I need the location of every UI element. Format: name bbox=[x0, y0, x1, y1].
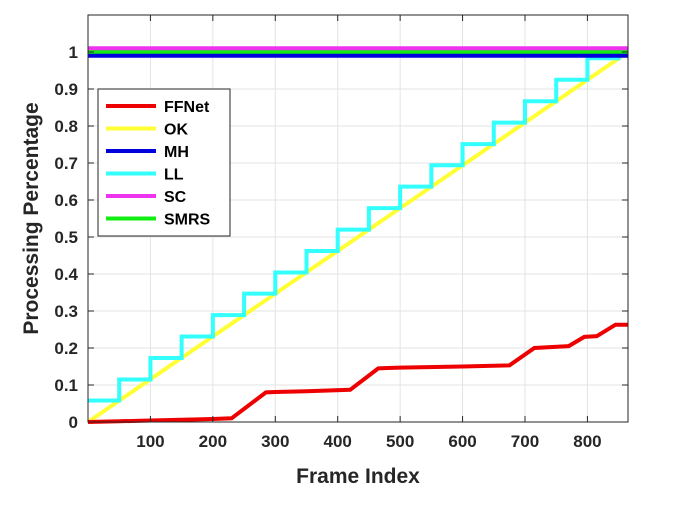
x-tick-label-5: 600 bbox=[448, 432, 476, 451]
series-layer bbox=[86, 46, 630, 424]
y-tick-label-4: 0.4 bbox=[54, 265, 78, 284]
legend-label-ll: LL bbox=[164, 167, 184, 184]
legend-label-smrs: SMRS bbox=[164, 212, 211, 229]
x-tick-label-3: 400 bbox=[324, 432, 352, 451]
series-line-ll bbox=[88, 50, 628, 403]
x-tick-label-4: 500 bbox=[386, 432, 414, 451]
x-axis-label: Frame Index bbox=[296, 465, 420, 488]
x-tick-label-7: 800 bbox=[573, 432, 601, 451]
x-tick-label-2: 300 bbox=[261, 432, 289, 451]
y-tick-label-7: 0.7 bbox=[54, 154, 78, 173]
series-line-ffnet bbox=[87, 322, 628, 424]
y-tick-label-8: 0.8 bbox=[54, 117, 78, 136]
legend-label-ffnet: FFNet bbox=[164, 99, 210, 116]
plot-frame bbox=[87, 14, 629, 423]
y-tick-label-0: 0 bbox=[69, 413, 78, 432]
x-tick-label-1: 200 bbox=[199, 432, 227, 451]
y-tick-label-1: 0.1 bbox=[54, 376, 78, 395]
x-tick-label-0: 100 bbox=[136, 432, 164, 451]
legend: FFNet OK MH LL SC SMRS bbox=[97, 88, 231, 237]
x-axis-ticks: 100 200 300 400 500 600 700 800 bbox=[136, 15, 602, 451]
y-tick-label-2: 0.2 bbox=[54, 339, 78, 358]
legend-box bbox=[97, 88, 231, 237]
y-tick-label-3: 0.3 bbox=[54, 302, 78, 321]
x-tick-label-6: 700 bbox=[511, 432, 539, 451]
legend-label-ok: OK bbox=[164, 122, 188, 139]
series-line-ok bbox=[86, 50, 630, 424]
legend-label-sc: SC bbox=[164, 189, 187, 206]
y-tick-label-6: 0.6 bbox=[54, 191, 78, 210]
legend-label-mh: MH bbox=[164, 144, 189, 161]
y-tick-label-10: 1 bbox=[69, 43, 78, 62]
y-tick-label-5: 0.5 bbox=[54, 228, 78, 247]
y-axis-ticks: 0 0.1 0.2 0.3 0.4 0.5 0.6 0.7 0.8 0.9 1 bbox=[54, 43, 628, 432]
y-tick-label-9: 0.9 bbox=[54, 80, 78, 99]
y-axis-label: Processing Percentage bbox=[20, 102, 43, 334]
